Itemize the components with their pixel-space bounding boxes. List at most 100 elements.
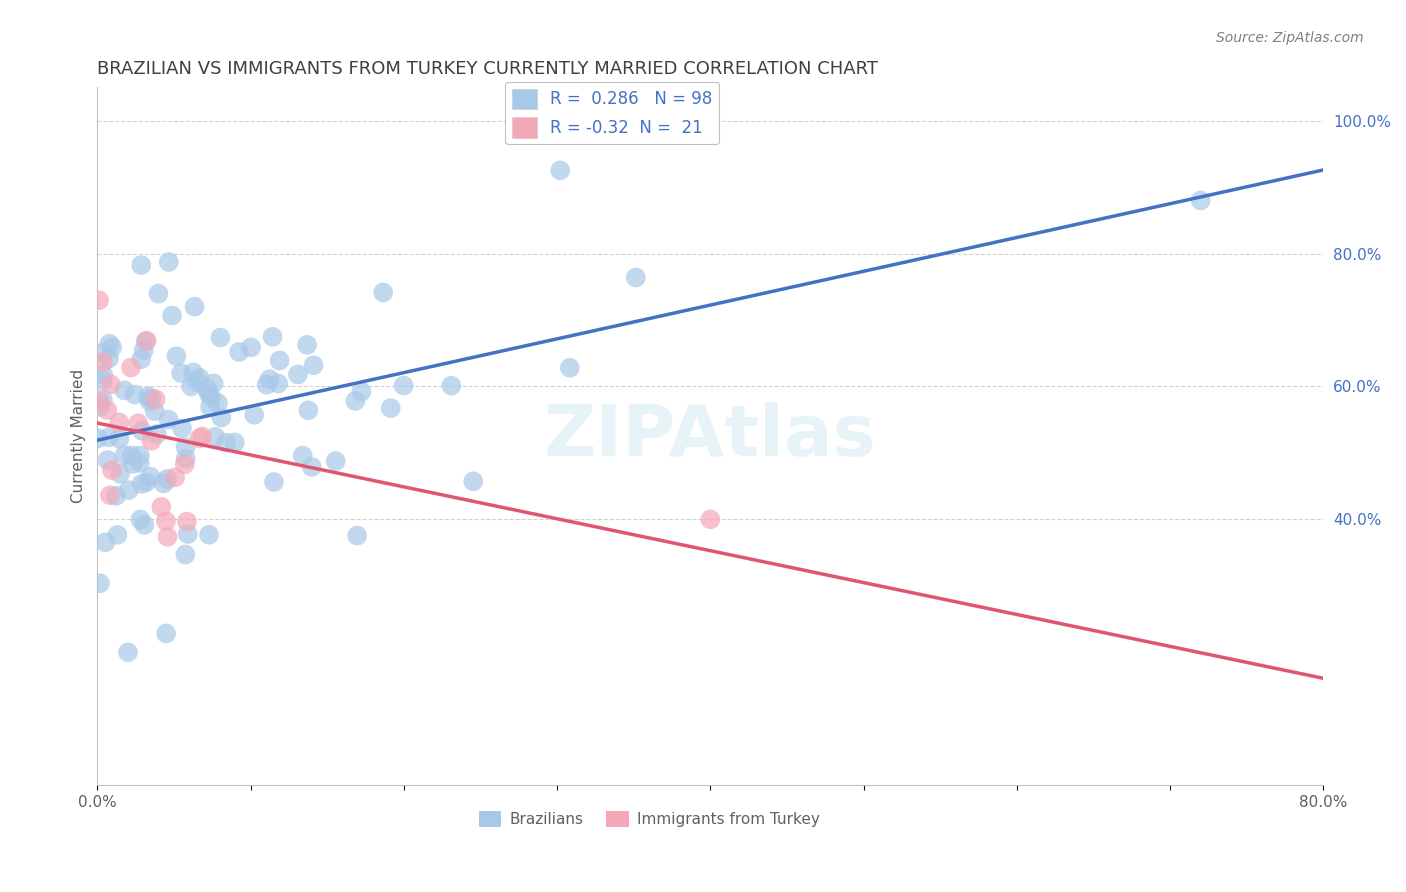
- Point: [141, 391, 163, 405]
- Point: [176, 515, 198, 529]
- Point: [143, 404, 166, 418]
- Point: [155, 626, 177, 640]
- Point: [146, 427, 169, 442]
- Point: [224, 435, 246, 450]
- Text: Source: ZipAtlas.com: Source: ZipAtlas.com: [1216, 31, 1364, 45]
- Point: [174, 548, 197, 562]
- Point: [202, 376, 225, 391]
- Point: [156, 530, 179, 544]
- Point: [259, 372, 281, 386]
- Point: [87, 293, 110, 308]
- Point: [198, 527, 221, 541]
- Point: [699, 512, 721, 526]
- Point: [101, 340, 124, 354]
- Point: [195, 382, 218, 396]
- Point: [209, 410, 232, 425]
- Point: [297, 403, 319, 417]
- Point: [91, 392, 114, 407]
- Point: [170, 421, 193, 435]
- Point: [344, 394, 367, 409]
- Point: [181, 366, 204, 380]
- Point: [170, 366, 193, 380]
- Point: [139, 469, 162, 483]
- Point: [267, 376, 290, 391]
- Point: [138, 394, 160, 409]
- Y-axis label: Currently Married: Currently Married: [72, 369, 86, 503]
- Point: [117, 483, 139, 498]
- Point: [295, 338, 318, 352]
- Point: [150, 500, 173, 514]
- Point: [177, 527, 200, 541]
- Point: [204, 430, 226, 444]
- Point: [134, 518, 156, 533]
- Point: [94, 535, 117, 549]
- Point: [207, 396, 229, 410]
- Point: [165, 470, 187, 484]
- Point: [96, 453, 118, 467]
- Point: [350, 384, 373, 399]
- Point: [269, 353, 291, 368]
- Point: [128, 456, 150, 470]
- Point: [373, 285, 395, 300]
- Point: [287, 368, 309, 382]
- Point: [91, 355, 114, 369]
- Point: [96, 403, 118, 417]
- Point: [200, 390, 222, 404]
- Point: [256, 377, 278, 392]
- Point: [91, 368, 114, 382]
- Point: [173, 458, 195, 472]
- Point: [98, 351, 121, 366]
- Point: [262, 330, 284, 344]
- Point: [301, 459, 323, 474]
- Point: [152, 476, 174, 491]
- Point: [127, 416, 149, 430]
- Point: [180, 379, 202, 393]
- Point: [145, 392, 167, 407]
- Point: [156, 472, 179, 486]
- Point: [128, 449, 150, 463]
- Point: [120, 360, 142, 375]
- Point: [98, 488, 121, 502]
- Point: [380, 401, 402, 416]
- Point: [105, 489, 128, 503]
- Point: [89, 576, 111, 591]
- Point: [97, 430, 120, 444]
- Point: [107, 528, 129, 542]
- Point: [89, 400, 111, 414]
- Point: [228, 345, 250, 359]
- Point: [186, 376, 208, 390]
- Point: [136, 389, 159, 403]
- Point: [209, 330, 232, 344]
- Point: [131, 424, 153, 438]
- Point: [129, 512, 152, 526]
- Point: [100, 377, 122, 392]
- Point: [117, 645, 139, 659]
- Point: [240, 340, 263, 354]
- Legend: Brazilians, Immigrants from Turkey: Brazilians, Immigrants from Turkey: [472, 805, 825, 833]
- Point: [87, 393, 110, 408]
- Point: [157, 412, 180, 426]
- Point: [198, 400, 221, 414]
- Point: [124, 387, 146, 401]
- Point: [188, 371, 211, 385]
- Point: [160, 309, 183, 323]
- Point: [198, 387, 221, 401]
- Point: [174, 440, 197, 454]
- Point: [120, 449, 142, 463]
- Point: [191, 429, 214, 443]
- Point: [157, 255, 180, 269]
- Point: [91, 345, 114, 359]
- Point: [243, 408, 266, 422]
- Point: [263, 475, 285, 489]
- Point: [463, 475, 485, 489]
- Point: [112, 384, 135, 398]
- Point: [141, 434, 163, 448]
- Point: [148, 286, 170, 301]
- Point: [291, 449, 314, 463]
- Point: [440, 378, 463, 392]
- Point: [108, 432, 131, 446]
- Point: [135, 334, 157, 348]
- Point: [624, 270, 647, 285]
- Point: [325, 454, 347, 468]
- Point: [108, 416, 131, 430]
